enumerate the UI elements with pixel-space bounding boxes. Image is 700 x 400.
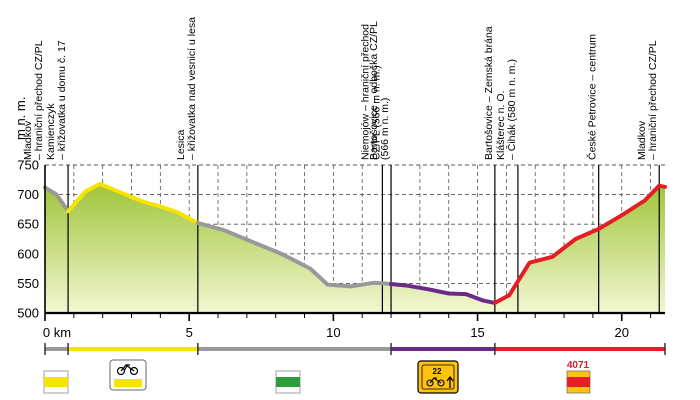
x-tick-label: 5 xyxy=(186,325,193,340)
landmark-label: Bartošovice – Zemská brána xyxy=(483,26,495,160)
x-tick-label: 20 xyxy=(615,325,629,340)
y-tick-label: 550 xyxy=(17,276,39,291)
route-segment xyxy=(195,221,393,289)
landmark-label: – Čihák (580 m n. m.) xyxy=(505,59,518,160)
landmark-label: – hraniční přechod CZ/PL xyxy=(647,40,659,160)
landmark-label: České Petrovice – centrum xyxy=(586,34,599,160)
landmark-label: Klášterec n. O. xyxy=(495,91,507,160)
bicycle-icon xyxy=(426,377,445,387)
x-tick-label: 0 km xyxy=(43,325,71,340)
x-tick-label: 10 xyxy=(326,325,340,340)
elevation-area xyxy=(45,183,665,313)
legend-cycle-route-sign: 22 xyxy=(417,360,459,394)
y-tick-label: 600 xyxy=(17,246,39,261)
legend-gray-yellow-marker xyxy=(43,370,69,394)
route-segment xyxy=(492,183,667,305)
route-bar xyxy=(44,343,666,355)
route-segment xyxy=(389,282,497,305)
legend-red-route-sign: 4071 xyxy=(566,360,591,394)
landmark-label: Mladkov xyxy=(636,120,648,160)
landmark-label: Niemojów – hraniční přechod xyxy=(359,24,371,160)
x-tick-labels: 0 km 5 10 15 20 xyxy=(43,325,629,340)
route-segment xyxy=(66,181,200,225)
landmark-label: – křižovatka nad vesnicí u lesa xyxy=(186,17,198,160)
cycle-route-number: 22 xyxy=(433,367,442,376)
landmark-label: Mladkov xyxy=(22,120,34,160)
y-tick-label: 700 xyxy=(17,187,39,202)
y-tick-label: 750 xyxy=(17,158,39,173)
landmark-labels: Mladkov – hraniční přechod CZ/PL Kamienczy… xyxy=(22,17,659,160)
y-axis-title: m n. m. xyxy=(13,97,28,140)
landmark-label: CZ/PL (566 m n. m.) xyxy=(370,65,382,160)
bicycle-icon xyxy=(116,364,139,376)
y-tick-label: 500 xyxy=(17,306,39,321)
landmark-label: – křižovatka u domu č. 17 xyxy=(56,40,68,160)
arrow-up-icon xyxy=(446,375,454,388)
landmark-label: Bartošovice – odbočka CZ/PL xyxy=(368,21,380,160)
axes xyxy=(44,165,665,321)
landmark-label: Kamienczyk xyxy=(45,103,57,160)
route-segments xyxy=(43,181,667,305)
y-tick-labels: 500 550 600 650 700 750 xyxy=(17,158,39,321)
landmark-label: Lesica xyxy=(175,129,187,160)
landmark-label: (566 m n. m.) xyxy=(379,98,391,160)
red-route-number: 4071 xyxy=(567,360,590,371)
landmark-lines xyxy=(67,165,660,313)
legend-green-marker xyxy=(275,370,301,394)
y-tick-label: 650 xyxy=(17,217,39,232)
route-segment xyxy=(43,185,71,214)
landmark-label: – hraniční přechod CZ/PL xyxy=(33,40,45,160)
legend-cycle-yellow-sign xyxy=(109,359,147,391)
x-tick-label: 15 xyxy=(470,325,484,340)
